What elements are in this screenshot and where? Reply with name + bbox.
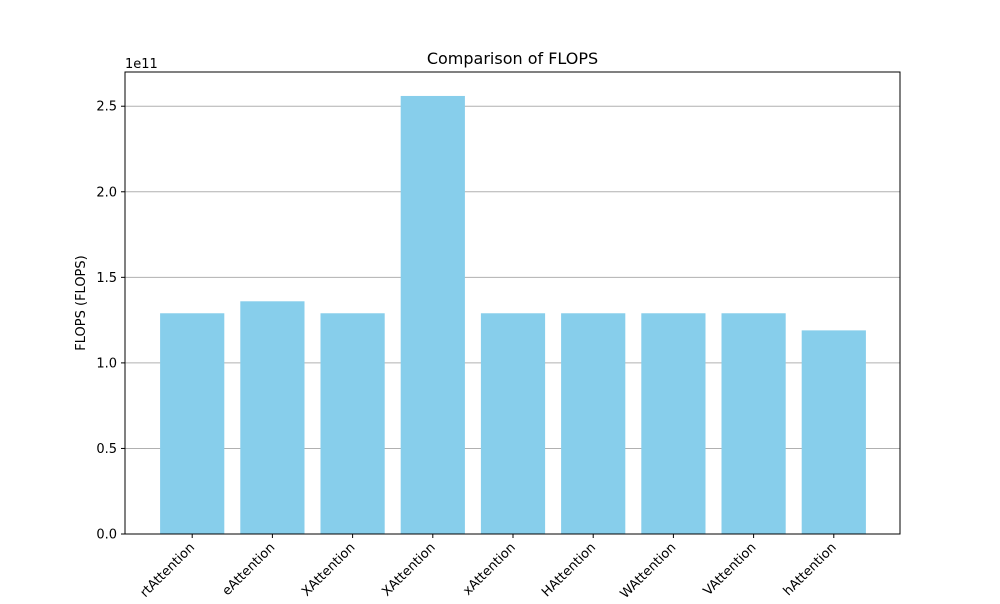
x-tick-label: rtAttention (138, 540, 198, 600)
bar (721, 313, 786, 534)
x-tick-label: VAttention (701, 540, 760, 599)
y-tick-label: 0.5 (96, 442, 117, 457)
bar (480, 313, 546, 534)
x-tick-label: XAttention (379, 540, 438, 599)
y-offset-label: 1e11 (125, 57, 158, 72)
x-tick-label: xAttention (460, 540, 518, 598)
bar (641, 313, 706, 534)
bar (240, 301, 305, 534)
bar (801, 330, 866, 534)
bar (561, 313, 626, 534)
x-tick-label: hAttention (781, 540, 840, 599)
bar (320, 313, 385, 534)
bar (400, 95, 465, 534)
y-axis-label: FLOPS (FLOPS) (74, 255, 89, 350)
x-tick-label: HAttention (539, 540, 599, 600)
x-tick-label: WAttention (618, 540, 680, 600)
bar (160, 313, 225, 534)
y-tick-label: 0.0 (96, 528, 117, 543)
y-tick-label: 1.0 (96, 356, 117, 371)
chart-title: Comparison of FLOPS (427, 49, 598, 68)
y-tick-label: 2.0 (96, 185, 117, 200)
bars-layer (160, 95, 866, 534)
y-tick-label: 1.5 (96, 271, 117, 286)
x-tick-label: XAttention (299, 540, 358, 599)
x-tick-label: eAttention (220, 540, 279, 599)
y-tick-label: 2.5 (96, 100, 117, 115)
